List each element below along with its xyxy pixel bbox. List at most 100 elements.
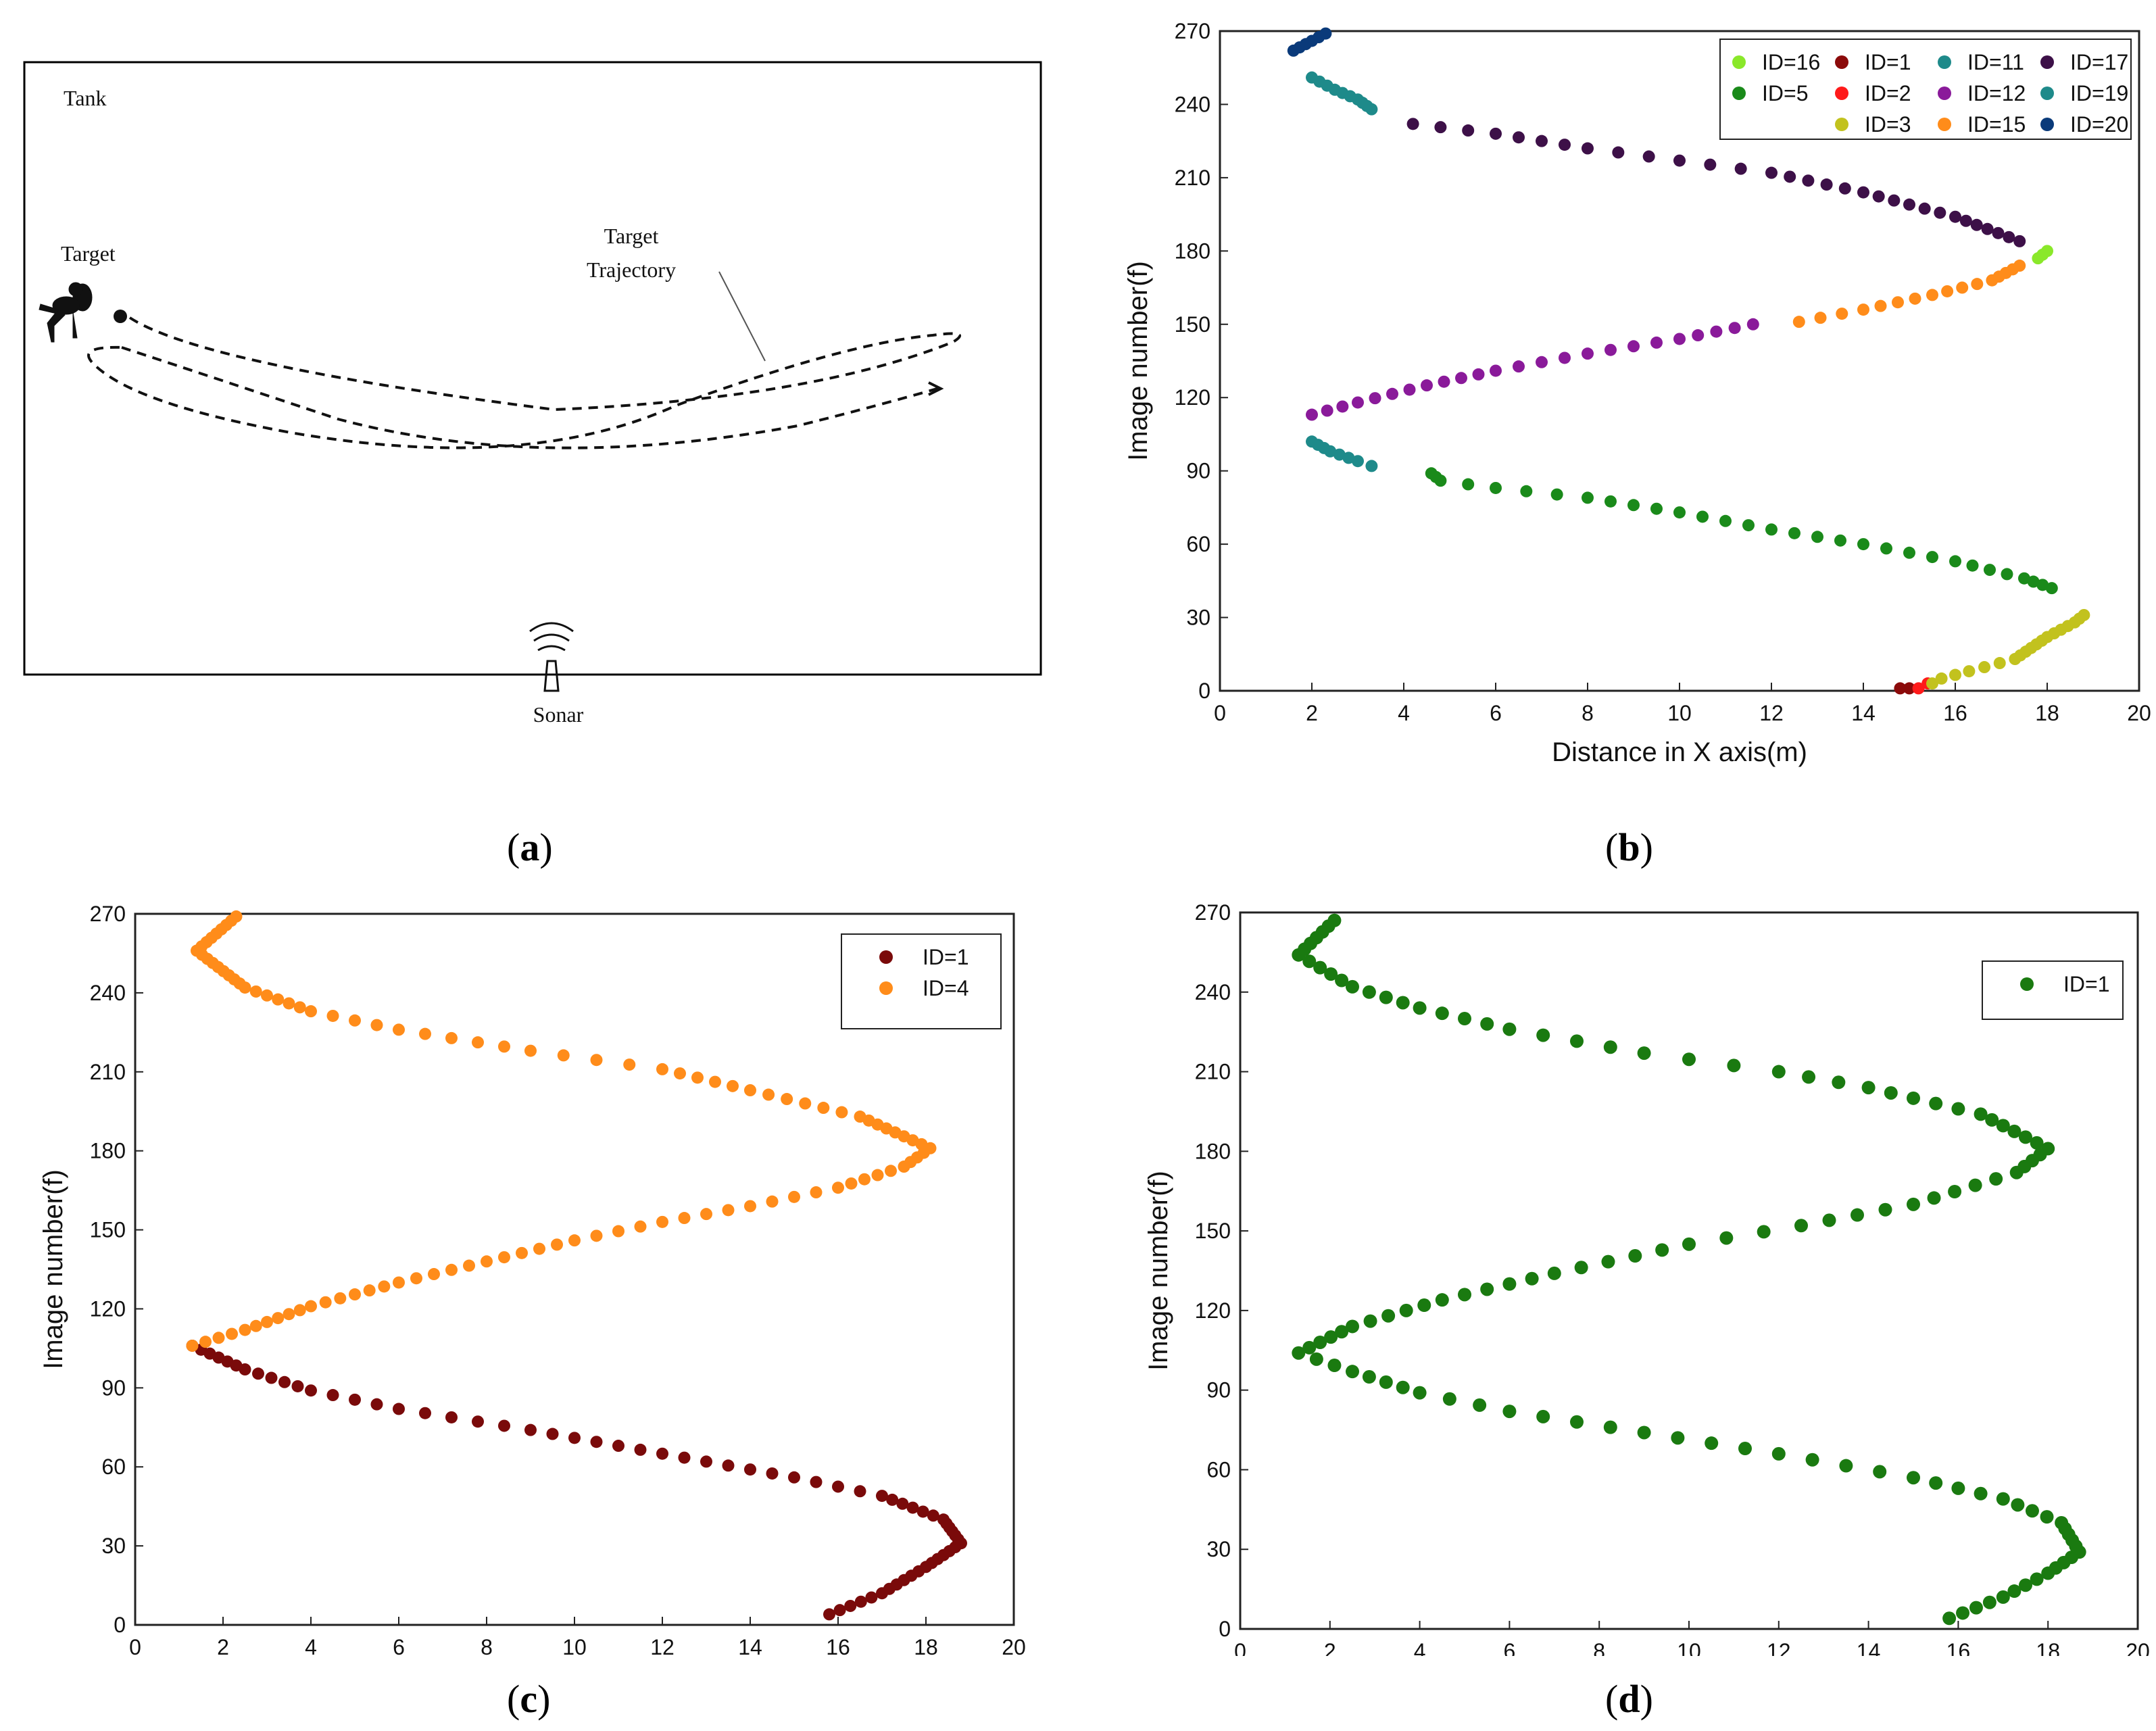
data-point xyxy=(1550,488,1563,501)
data-point xyxy=(1381,1309,1396,1323)
x-tick-label: 4 xyxy=(305,1635,317,1656)
data-point xyxy=(1874,299,1887,312)
data-point xyxy=(612,1440,624,1453)
data-point xyxy=(1968,1178,1982,1192)
data-point xyxy=(1386,387,1398,400)
data-point xyxy=(1352,455,1364,468)
data-point xyxy=(744,1463,756,1476)
data-point xyxy=(1857,538,1869,551)
data-point xyxy=(1574,1261,1588,1275)
data-point xyxy=(1435,1293,1449,1307)
data-point xyxy=(1907,1197,1920,1211)
data-point xyxy=(2019,1578,2032,1592)
y-tick-label: 90 xyxy=(101,1375,126,1400)
data-point xyxy=(1673,154,1686,167)
y-tick-label: 150 xyxy=(1195,1219,1231,1243)
data-point xyxy=(334,1292,347,1305)
series-ID=5 xyxy=(1425,467,2058,595)
data-point xyxy=(700,1455,712,1468)
data-point xyxy=(781,1093,793,1106)
y-tick-label: 240 xyxy=(1175,92,1210,116)
data-point xyxy=(1502,1277,1517,1291)
data-point xyxy=(1771,1446,1786,1461)
data-point xyxy=(1832,1075,1846,1090)
x-tick-label: 0 xyxy=(1234,1639,1246,1656)
data-point xyxy=(1727,1058,1741,1073)
data-point xyxy=(1434,121,1447,134)
data-point xyxy=(590,1229,603,1242)
caption-d: (d) xyxy=(1605,1677,1653,1721)
y-tick-label: 120 xyxy=(1195,1298,1231,1323)
series-ID=19 xyxy=(1306,71,1378,116)
y-tick-label: 0 xyxy=(114,1613,126,1637)
data-point xyxy=(349,1014,361,1027)
data-point xyxy=(1757,1225,1771,1239)
x-tick-label: 4 xyxy=(1398,701,1410,725)
legend-label: ID=17 xyxy=(2070,50,2128,74)
data-point xyxy=(472,1036,484,1049)
data-point xyxy=(1934,206,1946,219)
data-point xyxy=(1379,990,1393,1004)
x-tick-label: 16 xyxy=(1943,701,1967,725)
sonar-icon xyxy=(529,622,574,692)
data-point xyxy=(876,1490,888,1503)
data-point xyxy=(1369,392,1381,405)
data-point xyxy=(1802,174,1815,187)
x-tick-label: 2 xyxy=(1306,701,1318,725)
data-point xyxy=(2041,1142,2055,1156)
data-point xyxy=(1926,289,1938,301)
x-tick-label: 14 xyxy=(1857,1639,1881,1656)
data-point xyxy=(1951,1102,1965,1116)
legend-marker xyxy=(1835,118,1848,131)
legend-label: ID=15 xyxy=(1967,112,2026,137)
data-point xyxy=(1820,178,1833,191)
y-axis-label: Image number(f) xyxy=(1123,261,1153,461)
data-point xyxy=(305,1300,317,1313)
data-point xyxy=(410,1272,422,1285)
chart-d: 0 2 4 6 8 10 12 14 16 18 20 0 30 60 90 120 150 180 210 240 2… xyxy=(1144,900,2150,1705)
data-point xyxy=(1728,322,1741,335)
data-point xyxy=(1822,1213,1836,1227)
data-point xyxy=(1710,325,1723,338)
data-point xyxy=(865,1591,878,1604)
data-point xyxy=(230,910,243,923)
data-point xyxy=(1582,142,1594,155)
x-tick-label: 18 xyxy=(2036,1639,2060,1656)
y-tick-label: 270 xyxy=(90,902,126,926)
y-tick-label: 0 xyxy=(1198,679,1210,703)
data-point xyxy=(817,1102,830,1115)
data-point xyxy=(1335,1325,1349,1339)
y-tick-label: 210 xyxy=(1175,166,1210,190)
legend-label: ID=5 xyxy=(1762,81,1808,105)
data-point xyxy=(2013,235,2026,247)
data-point xyxy=(186,1339,199,1352)
legend-marker xyxy=(1938,87,1951,100)
data-point xyxy=(463,1259,475,1272)
data-point xyxy=(1309,1352,1323,1366)
data-point xyxy=(265,1371,278,1384)
data-point xyxy=(1655,1243,1669,1257)
data-point xyxy=(871,1169,884,1181)
y-tick-label: 150 xyxy=(90,1218,126,1242)
y-tick-label: 180 xyxy=(1175,239,1210,263)
y-tick-label: 60 xyxy=(1186,532,1210,556)
y-tick-label: 150 xyxy=(1175,312,1210,337)
data-point xyxy=(1839,1459,1853,1473)
data-point xyxy=(1327,1359,1342,1373)
data-point xyxy=(1949,210,1961,223)
x-tick-label: 16 xyxy=(826,1635,850,1656)
data-point xyxy=(2003,230,2015,243)
y-tick-label: 120 xyxy=(1175,385,1210,410)
data-point xyxy=(2027,575,2040,588)
data-point xyxy=(1926,551,1938,564)
data-point xyxy=(1981,222,1994,235)
y-tick-label: 240 xyxy=(1195,980,1231,1004)
data-point xyxy=(283,997,295,1010)
data-point xyxy=(1421,379,1433,392)
data-point xyxy=(854,1595,867,1608)
data-point xyxy=(623,1058,636,1071)
data-point xyxy=(1413,1386,1427,1400)
data-point xyxy=(1984,564,1996,577)
data-point xyxy=(896,1497,909,1510)
data-point xyxy=(349,1393,361,1406)
